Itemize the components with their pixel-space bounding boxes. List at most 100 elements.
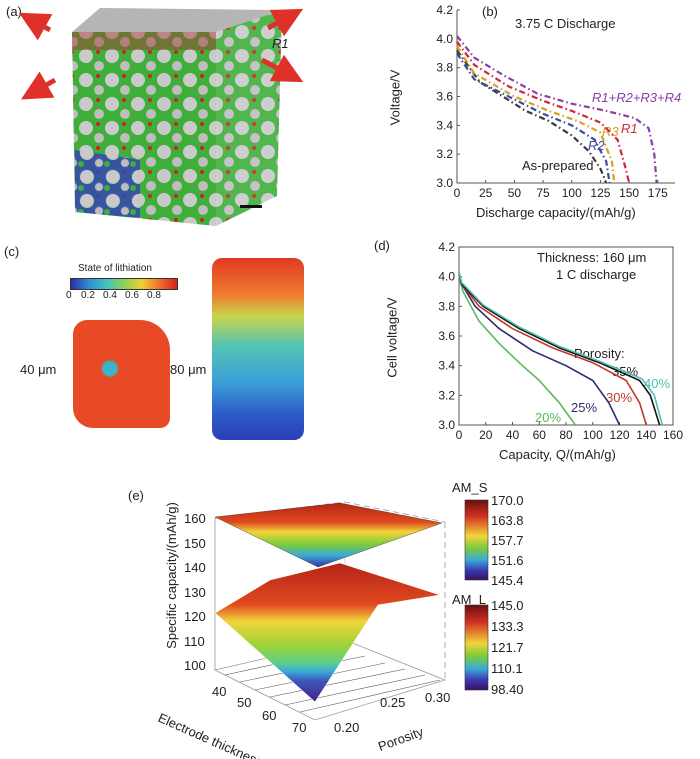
colorbar-am-l-tick: 145.0 — [491, 598, 524, 613]
x-tick-label: 80 — [559, 428, 573, 442]
x-tick-label: 120 — [609, 428, 629, 442]
porosity-tick-label: 0.25 — [380, 695, 406, 710]
x-tick-label: 125 — [590, 186, 610, 200]
series-line-as-prepared — [456, 49, 608, 184]
series-line-30- — [458, 273, 648, 426]
chart-b-axes — [456, 10, 675, 184]
cube-top-face — [72, 8, 282, 32]
arrow-icon — [266, 8, 304, 37]
colorbar-am-l-tick: 133.3 — [491, 619, 524, 634]
electrode-microstructure-cube — [18, 8, 304, 226]
cube-lithiated-region — [75, 150, 140, 218]
colorbar-am-s-tick: 145.4 — [491, 573, 524, 588]
colorbar-am-l-tick: 110.1 — [491, 661, 523, 676]
arrow-icon — [20, 71, 57, 100]
chart-d-title: Thickness: 160 μm — [537, 250, 647, 265]
series-label-40: 40% — [644, 376, 671, 391]
x-tick-label: 60 — [533, 428, 547, 442]
z-tick-label: 100 — [184, 658, 206, 673]
series-label-30: 30% — [606, 390, 633, 405]
y-tick-label: 3.4 — [436, 118, 453, 132]
series-label-20: 20% — [535, 410, 562, 425]
x-tick-label: 40 — [506, 428, 520, 442]
x-tick-label: 150 — [619, 186, 639, 200]
series-line-25- — [458, 273, 621, 426]
arrow-icon — [18, 12, 53, 41]
series-label-as-prepared: As-prepared — [522, 158, 594, 173]
sample-label-80um: 80 μm — [170, 362, 207, 377]
x-tick-label: 20 — [479, 428, 493, 442]
z-tick-label: 160 — [184, 511, 206, 526]
y-tick-label: 3.2 — [436, 147, 453, 161]
sample-label-40um: 40 μm — [20, 362, 57, 377]
z-tick-label: 150 — [184, 535, 206, 551]
y-tick-label: 4.0 — [436, 32, 453, 46]
panel-d-label: (d) — [374, 238, 390, 253]
colorbar-tick: 0.4 — [103, 290, 117, 301]
z-tick-label: 120 — [184, 609, 206, 624]
x-tick-label: 0 — [456, 428, 463, 442]
x-tick-label: 160 — [663, 428, 683, 442]
chart-b-title: 3.75 C Discharge — [515, 16, 616, 31]
y-tick-label: 4.2 — [438, 240, 455, 254]
y-tick-label: 3.6 — [436, 90, 453, 104]
y-tick-label: 3.8 — [438, 299, 455, 313]
series-line-r1 — [456, 41, 631, 184]
colorbar-am-l-tick: 98.40 — [491, 682, 524, 697]
series-line-r2 — [456, 52, 611, 184]
colorbar-am-l-tick: 121.7 — [491, 640, 524, 655]
y-tick-label: 3.8 — [436, 61, 453, 75]
simulation-80um — [212, 258, 304, 440]
series-line-r1-r2-r3-r4 — [456, 35, 658, 184]
y-tick-label: 4.0 — [438, 270, 455, 284]
surface-am-s — [214, 502, 443, 568]
colorbar-tick: 0.6 — [125, 290, 139, 301]
chart-d-frame — [458, 246, 674, 426]
z-tick-label: 110 — [184, 633, 205, 649]
colorbar-am-s — [464, 499, 489, 581]
colorbar-title: State of lithiation — [78, 263, 152, 274]
x-tick-label: 140 — [636, 428, 656, 442]
x-tick-label: 100 — [562, 186, 582, 200]
simulation-40um — [73, 320, 170, 428]
series-line-35- — [458, 272, 661, 426]
lithiation-colorbar — [70, 278, 178, 290]
thickness-tick-label: 70 — [292, 720, 307, 735]
colorbar-am-s-tick: 170.0 — [491, 493, 524, 508]
colorbar-am-s-tick: 151.6 — [491, 553, 524, 568]
colorbar-am-l — [464, 604, 489, 691]
series-line-r3 — [456, 45, 616, 184]
colorbar-tick: 0.2 — [81, 290, 95, 301]
colorbar-tick: 0.8 — [147, 290, 161, 301]
line-charts: 0 25 50 75 100 125 150 175 3.0 3.2 3.4 3.6 3.8 4.0 4.2… — [436, 3, 683, 442]
series-label-25: 25% — [571, 400, 598, 415]
scale-bar — [240, 205, 262, 208]
y-tick-label: 3.0 — [436, 176, 453, 190]
x-tick-label: 75 — [536, 186, 550, 200]
colorbar-am-s-tick: 157.7 — [491, 533, 524, 548]
porosity-tick-label: 0.30 — [425, 690, 451, 705]
series-label-r1-r2-r3-r4: R1+R2+R3+R4 — [592, 90, 682, 105]
chart-e-zlabel: Specific capacity/(mAh/g) — [163, 502, 179, 649]
series-label-r1: R1 — [621, 121, 638, 136]
x-tick-label: 50 — [508, 186, 522, 200]
porosity-tick-label: 0.20 — [334, 720, 360, 735]
y-tick-label: 3.6 — [438, 329, 455, 343]
chart-d-subtitle: 1 C discharge — [556, 267, 637, 282]
y-tick-label: 3.2 — [438, 388, 455, 402]
colorbar-am-s-tick: 163.8 — [491, 513, 524, 528]
y-tick-label: 3.0 — [438, 418, 455, 432]
colorbar-tick: 0 — [66, 290, 72, 301]
thickness-tick-label: 50 — [237, 695, 252, 710]
x-tick-label: 175 — [648, 186, 668, 200]
colorbar-am-l-title: AM_L — [452, 592, 486, 607]
panel-c-label: (c) — [4, 244, 20, 259]
panel-a-label: (a) — [6, 4, 22, 19]
panel-b-label: (b) — [482, 4, 498, 19]
r1-annotation: R1 — [272, 36, 289, 51]
surface-plot — [213, 499, 489, 721]
cube-surface-layer — [72, 32, 216, 50]
x-tick-label: 0 — [454, 186, 461, 200]
z-tick-label: 130 — [184, 584, 206, 600]
